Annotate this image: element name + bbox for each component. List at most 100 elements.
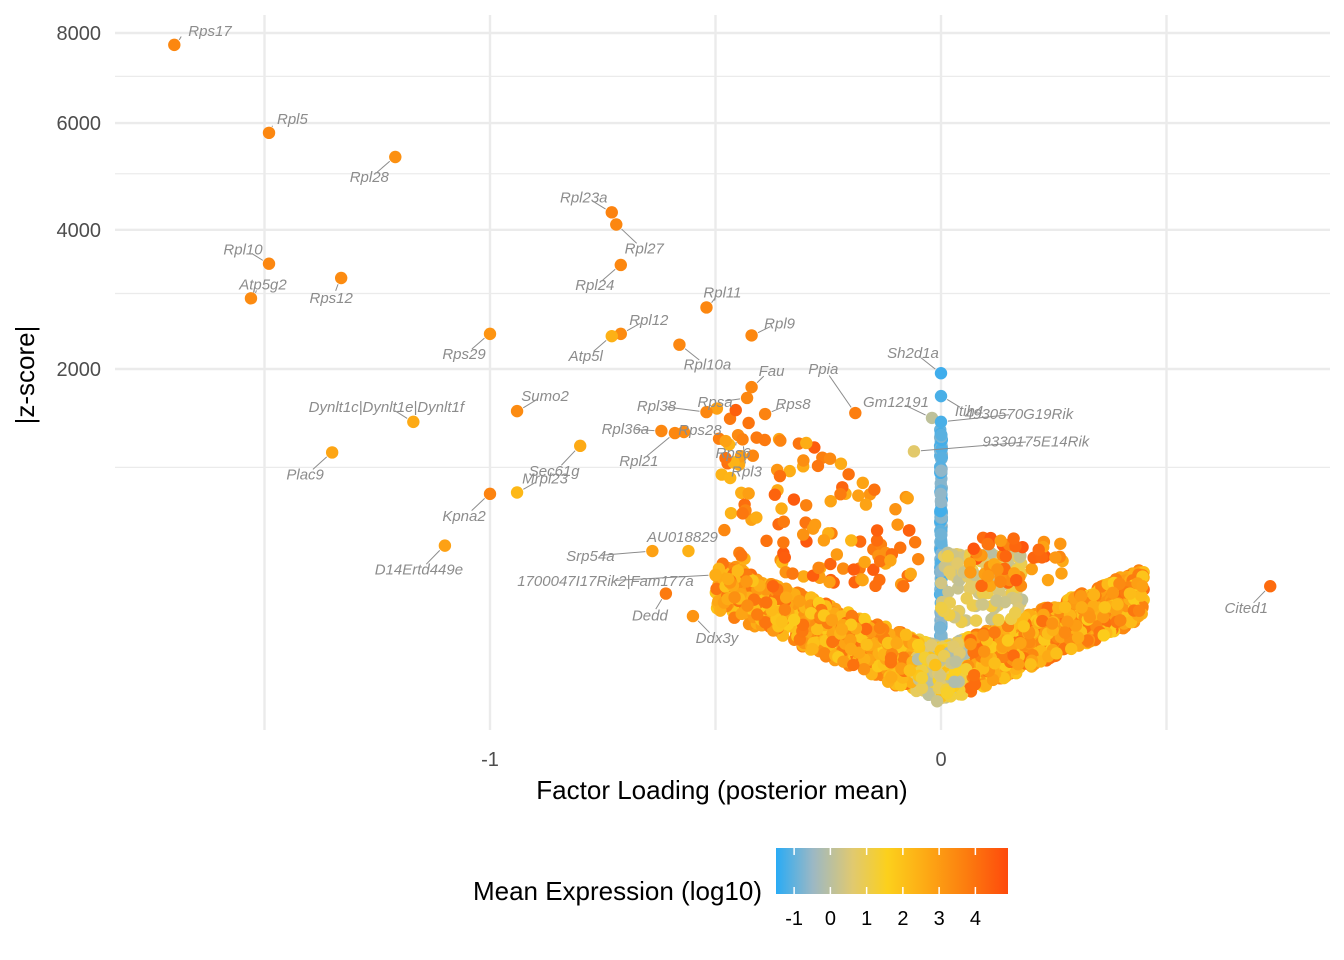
leader-line: [742, 446, 746, 464]
data-point: [766, 579, 780, 593]
data-point: [834, 457, 848, 470]
data-point: [796, 528, 810, 541]
data-point: [1017, 620, 1030, 633]
data-point: [783, 464, 796, 478]
data-point-rps29: [483, 327, 497, 341]
leader-line: [561, 450, 576, 466]
leader-line: [615, 574, 709, 581]
leader-line: [523, 481, 537, 490]
data-point: [856, 573, 869, 587]
gene-labels: Rps17 Rpl5 Rpl28 Rpl23a Rpl27 Rpl10 Rpl24 Rps12…: [188, 23, 1268, 647]
gene-label: Mrpl23: [522, 470, 569, 487]
data-point: [968, 678, 982, 691]
leader-line: [178, 36, 182, 41]
legend-tick-label: 4: [970, 908, 981, 930]
data-point-sec61g: [574, 439, 587, 453]
gene-label: Rps28: [678, 422, 722, 439]
data-point: [1097, 629, 1110, 642]
legend-ticks: -1 0 1 2 3 4: [785, 848, 981, 930]
leader-line: [947, 414, 1010, 422]
data-point: [787, 493, 801, 506]
data-point-dynlt1c-dynlt1e-dynlt1f: [407, 415, 420, 429]
legend-colorbar: [776, 848, 1008, 894]
leader-line: [1253, 590, 1266, 604]
data-point-rpl28: [389, 150, 402, 164]
data-point: [728, 591, 741, 604]
data-point-4930570g19rik: [934, 415, 948, 429]
leader-line: [593, 340, 607, 352]
leader-line: [697, 620, 710, 634]
data-point: [925, 639, 938, 652]
data-point: [988, 626, 1001, 639]
data-point: [963, 557, 977, 570]
x-tick-label: -1: [481, 749, 499, 771]
data-point: [884, 651, 898, 665]
data-point: [885, 671, 898, 684]
data-point: [935, 428, 948, 442]
data-point-atp5g2: [244, 292, 258, 305]
data-point: [793, 594, 806, 608]
data-point: [750, 511, 763, 524]
data-point: [836, 562, 850, 575]
data-point: [1071, 631, 1085, 644]
legend-tick-label: 0: [825, 908, 836, 930]
gene-label: Rps17: [188, 23, 232, 40]
data-point-ddx3y: [686, 609, 700, 623]
data-point: [842, 468, 855, 481]
data-point: [1083, 611, 1096, 624]
data-point: [869, 579, 882, 593]
data-point: [873, 621, 887, 635]
data-point: [915, 671, 929, 685]
gene-label: 4930570G19Rik: [965, 406, 1075, 423]
data-point: [760, 534, 773, 548]
leader-line: [828, 375, 852, 408]
data-point: [856, 476, 869, 490]
data-point: [1098, 601, 1111, 614]
data-point: [830, 548, 844, 561]
gene-label: Rpl11: [703, 284, 741, 301]
data-point-rpl5: [262, 126, 276, 140]
data-point: [857, 662, 871, 676]
data-point: [940, 686, 954, 700]
data-point: [881, 636, 895, 650]
data-point: [948, 675, 961, 689]
data-point: [731, 564, 744, 578]
data-point: [826, 635, 839, 649]
data-point: [884, 554, 897, 567]
data-point: [729, 403, 742, 417]
data-point: [967, 668, 981, 682]
data-point-cited1: [1264, 580, 1277, 593]
data-point: [977, 645, 991, 658]
gene-label: Rpl12: [629, 312, 669, 329]
data-point: [751, 608, 764, 621]
data-point: [1024, 658, 1037, 671]
data-point: [943, 565, 956, 578]
data-point: [1008, 606, 1022, 620]
leader-line: [757, 326, 771, 334]
data-point: [935, 451, 949, 464]
x-axis-title: Factor Loading (posterior mean): [536, 775, 907, 805]
data-point: [774, 434, 787, 447]
gene-label: Sh2d1a: [887, 345, 939, 362]
data-point: [742, 416, 755, 430]
data-point: [976, 598, 990, 611]
data-point: [964, 637, 977, 651]
data-point: [768, 488, 782, 501]
leader-line: [771, 406, 784, 413]
data-point: [934, 528, 947, 541]
data-point: [994, 575, 1007, 588]
data-point: [740, 575, 753, 588]
data-point: [870, 534, 884, 547]
data-point: [1106, 586, 1120, 600]
data-point: [934, 669, 947, 682]
data-point-rpl27: [610, 218, 623, 231]
data-point-srp54a: [646, 544, 659, 558]
data-point: [894, 541, 907, 554]
data-point-rpl3: [736, 433, 749, 446]
data-point: [870, 524, 884, 537]
gene-label: Dynlt1c|Dynlt1e|Dynlt1f: [309, 399, 466, 416]
leader-line: [335, 284, 339, 292]
data-point: [901, 492, 914, 505]
data-point: [933, 622, 947, 635]
